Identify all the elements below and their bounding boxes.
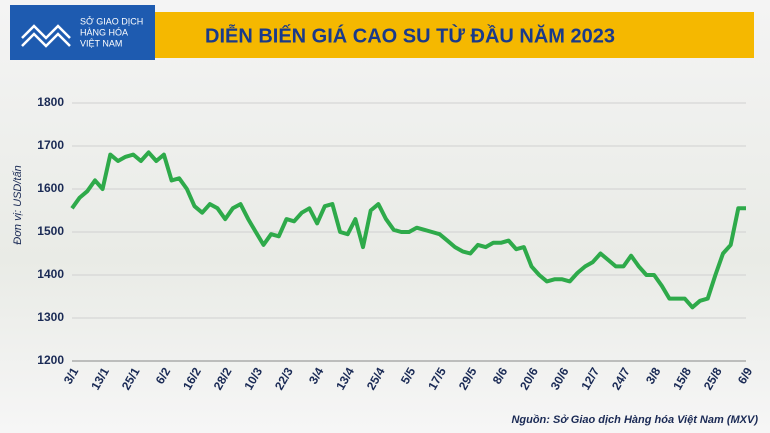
y-tick-label: 1600 [37, 181, 64, 195]
y-axis-label: Đơn vị: USD/tấn [12, 165, 24, 244]
logo-text: VIỆT NAM [80, 38, 122, 48]
y-tick-label: 1400 [37, 267, 64, 281]
y-tick-label: 1800 [37, 95, 64, 109]
chart-title: DIỄN BIẾN GIÁ CAO SU TỪ ĐẦU NĂM 2023 [205, 23, 615, 47]
price-line [70, 150, 746, 310]
source-note: Nguồn: Sở Giao dịch Hàng hóa Việt Nam (M… [511, 414, 758, 426]
title-banner [150, 12, 754, 58]
logo-icon [21, 24, 71, 48]
logo-text: HÀNG HÓA [80, 27, 128, 37]
y-tick-label: 1200 [37, 353, 64, 367]
y-tick-label: 1700 [37, 138, 64, 152]
y-tick-label: 1300 [37, 310, 64, 324]
logo-text: SỞ GIAO DỊCH [80, 15, 143, 26]
y-tick-label: 1500 [37, 224, 64, 238]
